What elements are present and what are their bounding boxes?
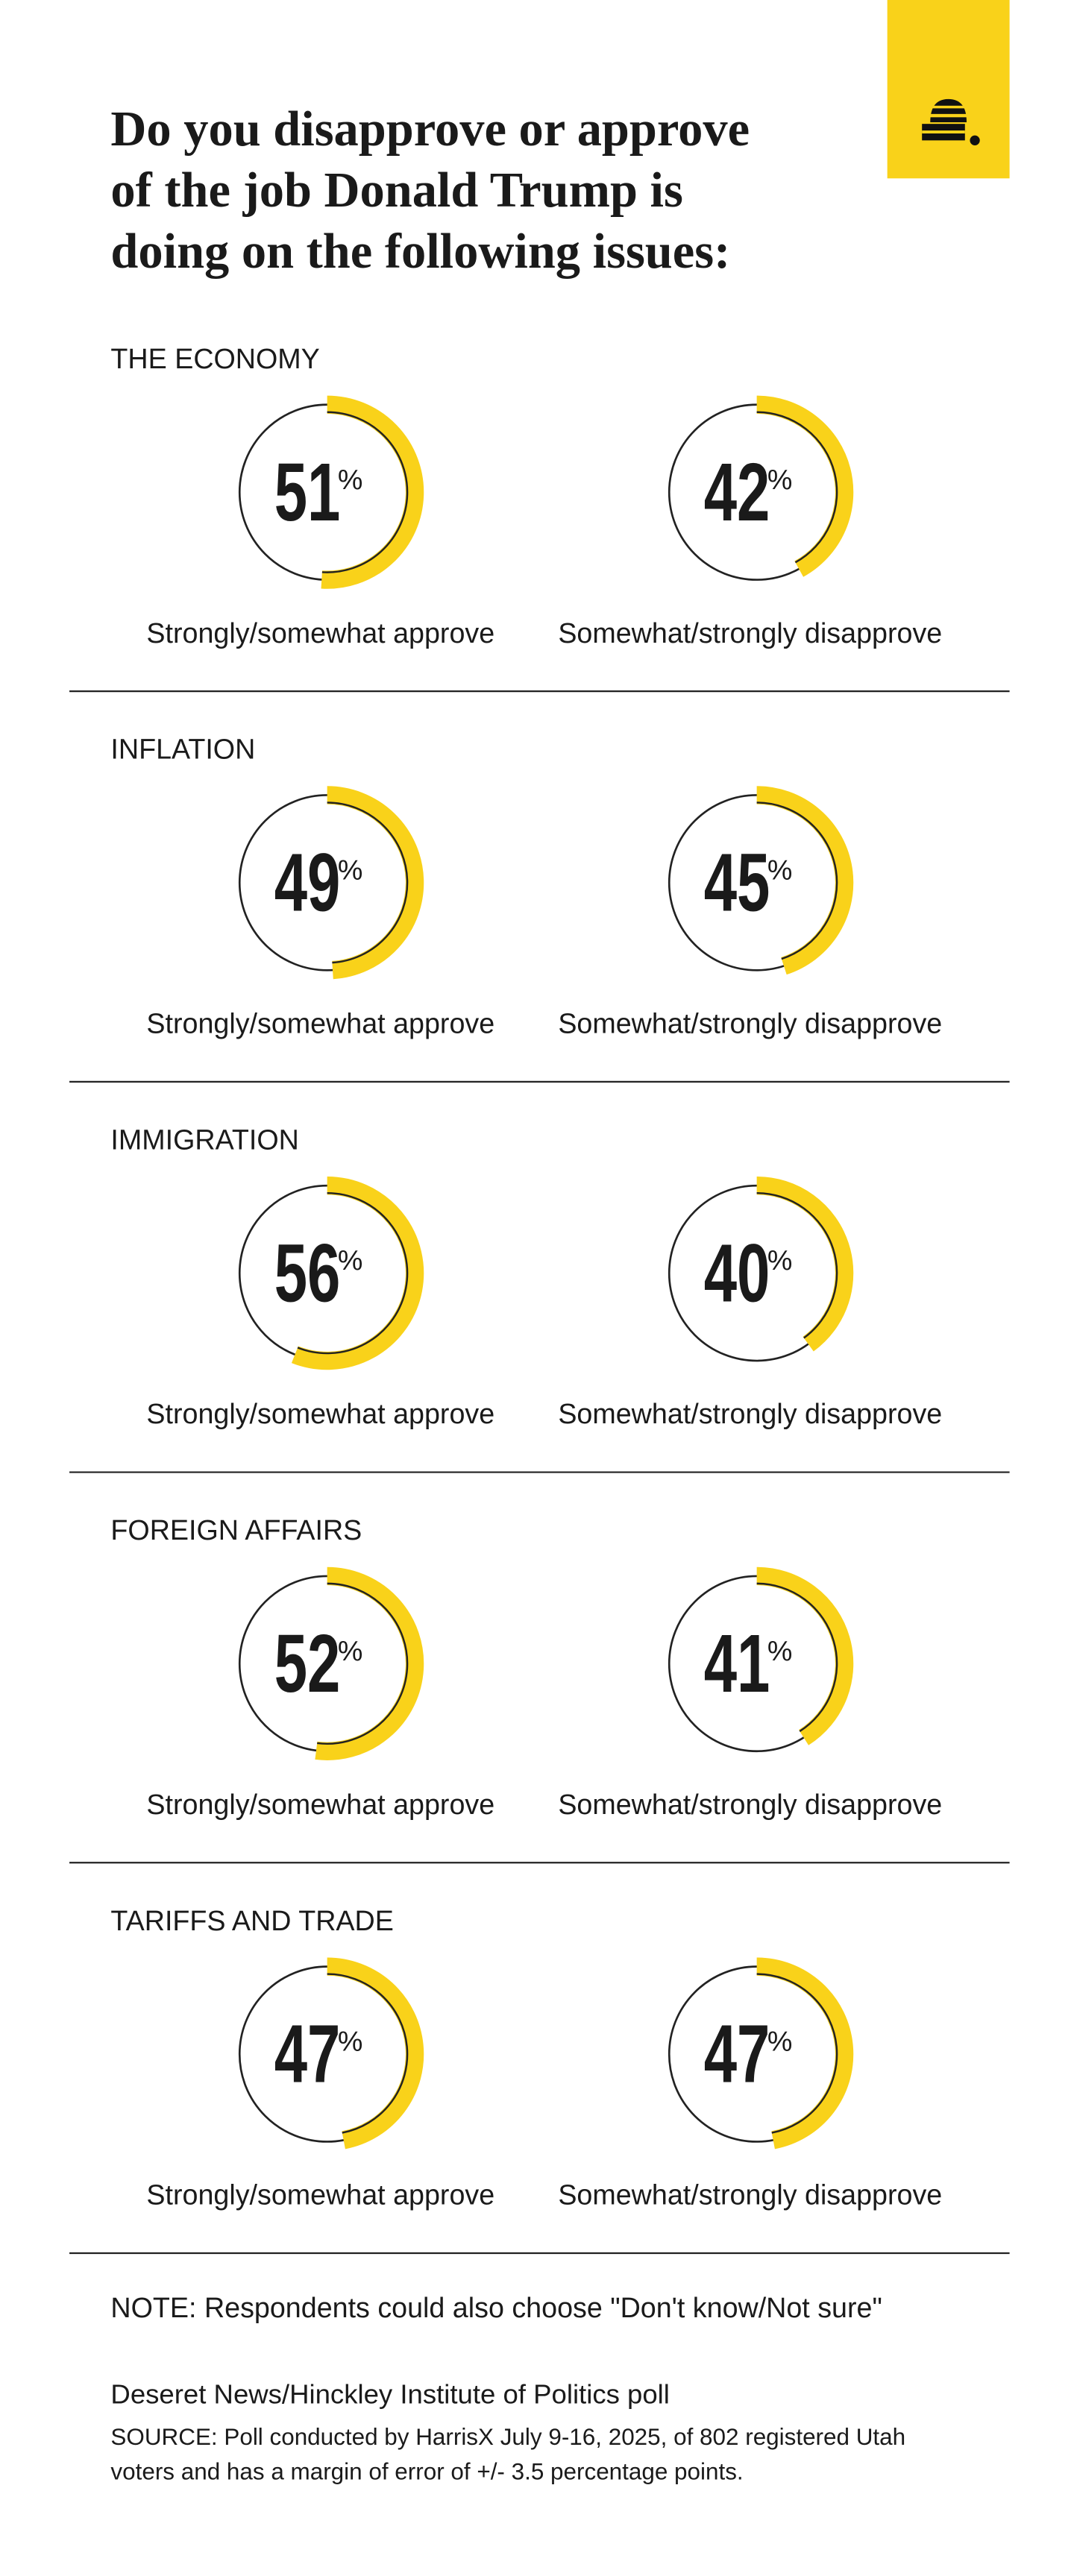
donut-inner-line [327, 802, 409, 964]
category-label: Somewhat/strongly disapprove [558, 1789, 942, 1820]
source-box: SOURCE: Poll conducted by HarrisX July 9… [110, 2425, 906, 2487]
title-line: of the job Donald Trump is [110, 163, 682, 218]
charts: THE ECONOMY 51% Strongly/somewhat approve 4… [69, 343, 1010, 2255]
category-label: Somewhat/strongly disapprove [558, 1398, 942, 1429]
donut-inner-line [321, 411, 409, 573]
value-label: 40 [704, 1228, 770, 1320]
value-label: 47 [704, 2009, 770, 2100]
category-label: Strongly/somewhat approve [146, 1789, 494, 1820]
chart-section: TARIFFS AND TRADE 47% Strongly/somewhat ap… [69, 1905, 1010, 2255]
note: NOTE: Respondents could also choose "Don… [110, 2292, 882, 2323]
category-label: Strongly/somewhat approve [146, 1007, 494, 1039]
source-name: Deseret News/Hinckley Institute of Polit… [110, 2378, 670, 2409]
donut-inner-line [317, 1582, 409, 1745]
value-unit: % [338, 1244, 362, 1276]
donut-inner-line [756, 1191, 838, 1339]
logo-background [887, 0, 1010, 179]
logo-icon [922, 98, 980, 145]
donut-arc [756, 1566, 854, 1745]
value-unit: % [767, 854, 792, 885]
category-label: Strongly/somewhat approve [146, 1398, 494, 1429]
category-label: Strongly/somewhat approve [146, 617, 494, 649]
donut-inner-line [756, 411, 838, 564]
value-unit: % [767, 464, 792, 495]
chart-section: THE ECONOMY 51% Strongly/somewhat approve 4… [69, 343, 1010, 693]
value-label: 52 [274, 1618, 341, 1710]
title-line: doing on the following issues: [110, 224, 730, 279]
donut-inner-line [297, 1191, 409, 1355]
donut-arc [321, 395, 424, 589]
donut-arc [756, 1177, 854, 1352]
donut-inner-line [756, 802, 838, 960]
donut-inner-line [756, 1582, 838, 1733]
value-label: 45 [704, 837, 770, 929]
category-label: Somewhat/strongly disapprove [558, 1007, 942, 1039]
source-text: SOURCE: Poll conducted by HarrisX July 9… [110, 2425, 906, 2487]
donut-arc [756, 786, 854, 975]
donut-inner-line [327, 1973, 409, 2134]
category-label: Somewhat/strongly disapprove [558, 617, 942, 649]
section-title: IMMIGRATION [110, 1124, 298, 1155]
value-label: 42 [704, 447, 770, 538]
section-title: FOREIGN AFFAIRS [110, 1514, 362, 1546]
value-unit: % [338, 2026, 362, 2057]
value-unit: % [338, 464, 362, 495]
title-line: Do you disapprove or approve [110, 102, 750, 157]
value-unit: % [767, 1244, 792, 1276]
chart-section: IMMIGRATION 56% Strongly/somewhat approve 4… [69, 1124, 1010, 1473]
donut-arc [291, 1177, 424, 1370]
section-title: INFLATION [110, 734, 255, 765]
value-label: 56 [274, 1228, 341, 1320]
category-label: Strongly/somewhat approve [146, 2179, 494, 2211]
value-unit: % [338, 1635, 362, 1666]
donut-arc [327, 1957, 424, 2150]
value-unit: % [338, 854, 362, 885]
value-label: 51 [274, 447, 341, 538]
section-title: THE ECONOMY [110, 343, 319, 374]
value-unit: % [767, 1635, 792, 1666]
donut-arc [756, 1957, 854, 2150]
value-label: 47 [274, 2009, 341, 2100]
donut-arc [327, 786, 424, 980]
value-unit: % [767, 2026, 792, 2057]
value-label: 41 [704, 1618, 770, 1710]
donut-arc [315, 1566, 424, 1760]
chart-section: FOREIGN AFFAIRS 52% Strongly/somewhat appr… [69, 1514, 1010, 1864]
logo [887, 0, 1010, 179]
donut-arc [756, 395, 854, 577]
chart-section: INFLATION 49% Strongly/somewhat approve 45%… [69, 734, 1010, 1083]
section-title: TARIFFS AND TRADE [110, 1905, 393, 1936]
category-label: Somewhat/strongly disapprove [558, 2179, 942, 2211]
value-label: 49 [274, 837, 341, 929]
donut-inner-line [756, 1973, 838, 2134]
